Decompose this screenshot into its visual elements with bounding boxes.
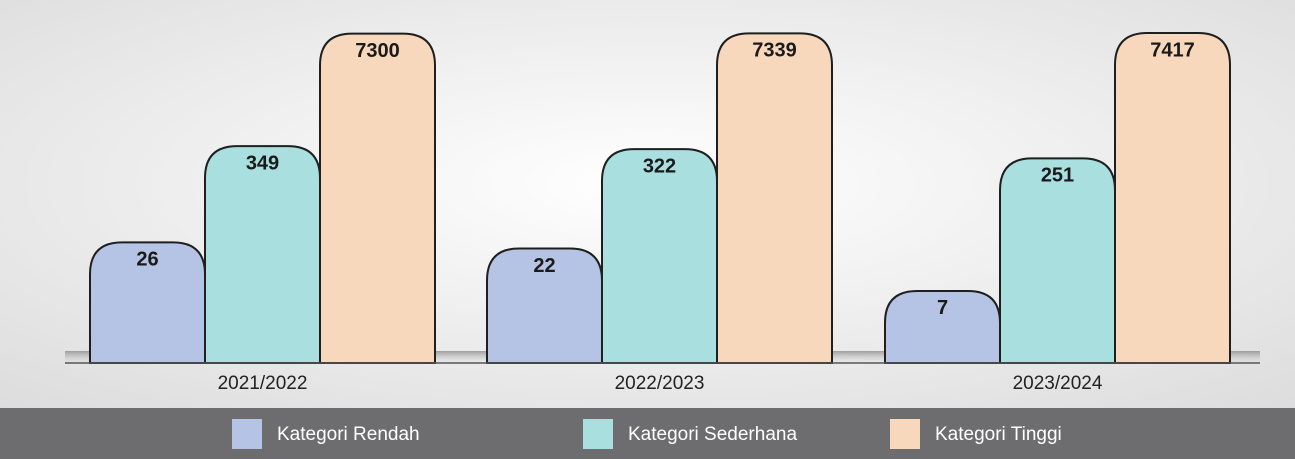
legend-label: Kategori Tinggi (935, 424, 1062, 445)
bar (319, 32, 436, 364)
value-label: 7 (937, 297, 948, 319)
value-label: 349 (246, 152, 279, 174)
value-label: 322 (643, 155, 676, 177)
legend-swatch (232, 419, 262, 449)
legend-label: Kategori Sederhana (628, 424, 797, 445)
legend: Kategori Rendah Kategori Sederhana Kategor… (232, 419, 1062, 449)
category-label: 2022/2023 (615, 373, 705, 394)
plot: 26 349 7300 2021/2022 22 322 7339 2022/2023 7 251… (65, 32, 1260, 394)
value-label: 7339 (752, 40, 797, 62)
value-label: 251 (1041, 165, 1074, 187)
bar (601, 148, 718, 364)
bar (1114, 32, 1231, 364)
value-label: 7417 (1150, 39, 1195, 61)
legend-swatch (583, 419, 613, 449)
bar (204, 145, 321, 364)
value-label: 7300 (355, 40, 400, 62)
legend-label: Kategori Rendah (277, 424, 420, 445)
category-label: 2023/2024 (1013, 373, 1103, 394)
value-label: 22 (533, 255, 555, 277)
category-label: 2021/2022 (218, 373, 308, 394)
value-label: 26 (136, 249, 158, 271)
legend-bar (0, 408, 1295, 459)
bar (999, 157, 1116, 364)
legend-swatch (890, 419, 920, 449)
bar (716, 32, 833, 364)
